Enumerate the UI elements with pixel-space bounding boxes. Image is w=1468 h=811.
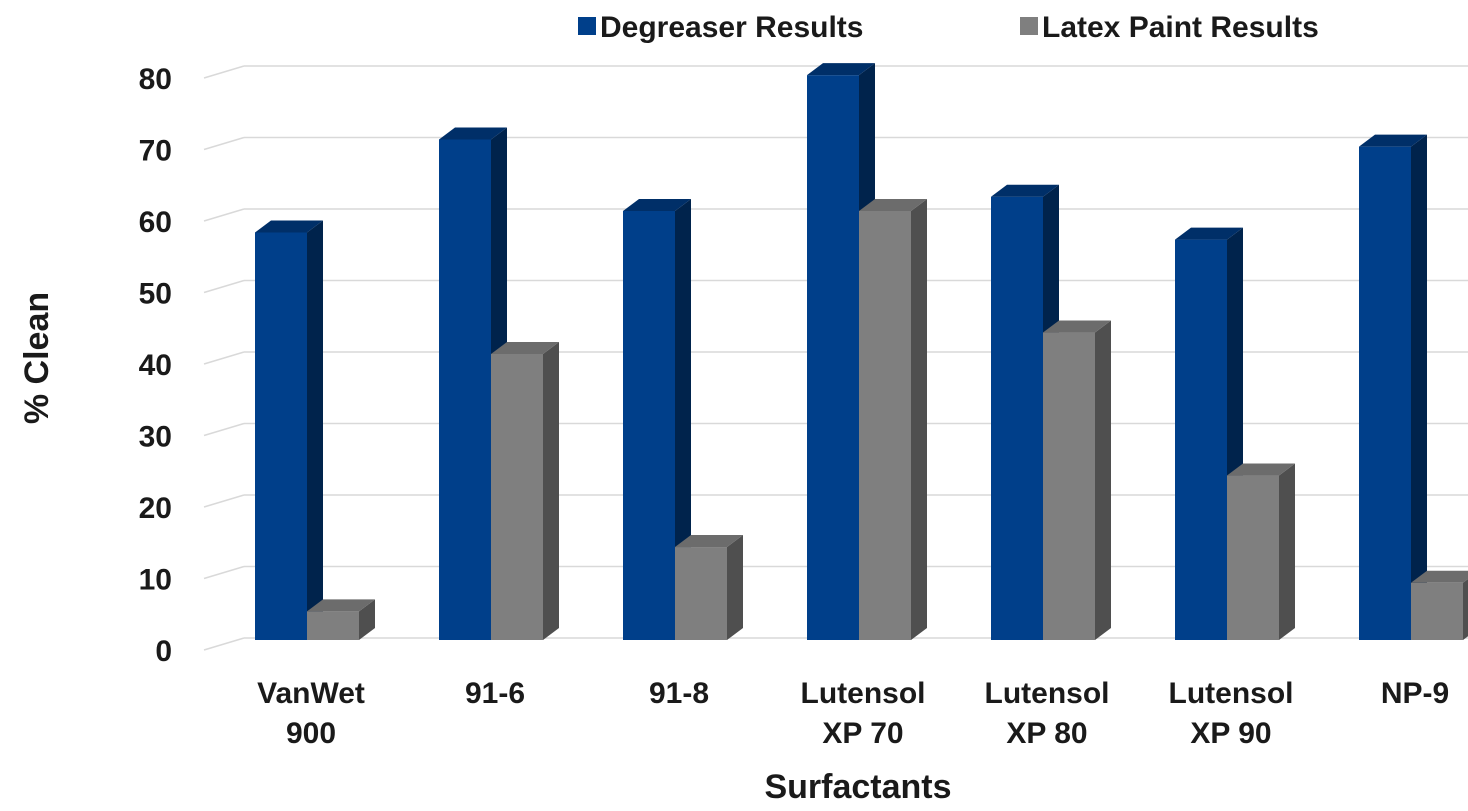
bar-front <box>307 611 359 640</box>
legend: Degreaser Results Latex Paint Results <box>578 11 1319 44</box>
bar-front <box>491 354 543 640</box>
bar-side <box>911 199 927 640</box>
bar-latex-paint <box>1043 320 1111 640</box>
bar-latex-paint <box>491 342 559 640</box>
bar-degreaser <box>623 199 691 640</box>
bar-front <box>1227 475 1279 640</box>
y-axis-ticks: 0 10 20 30 40 50 60 70 80 <box>139 63 172 668</box>
x-category-label: 91-8 <box>649 677 709 710</box>
legend-label: Degreaser Results <box>600 11 863 44</box>
bar-side <box>1095 320 1111 640</box>
x-category-label: NP-9 <box>1381 677 1449 710</box>
bar-side <box>307 220 323 640</box>
grid-diagonal <box>203 136 245 151</box>
grid-diagonal <box>203 65 245 79</box>
bar-top <box>623 199 691 211</box>
bar-front <box>255 232 307 640</box>
bar-top <box>1175 227 1243 240</box>
y-tick-label: 40 <box>139 349 172 382</box>
bar-top <box>1227 463 1295 476</box>
bar-top <box>307 599 375 612</box>
y-tick-label: 30 <box>139 421 172 454</box>
bar-side <box>359 599 375 640</box>
bar-top <box>807 63 875 76</box>
bar-front <box>1359 146 1411 640</box>
y-tick-label: 0 <box>155 635 172 668</box>
y-tick-label: 50 <box>139 278 172 311</box>
legend-item-latex-paint: Latex Paint Results <box>1020 11 1319 44</box>
bar-side <box>727 535 743 640</box>
bar-side <box>543 342 559 640</box>
bar-front <box>1043 332 1095 640</box>
y-tick-label: 80 <box>139 63 172 96</box>
bar-front <box>991 196 1043 640</box>
bar-front <box>675 547 727 640</box>
y-tick-label: 70 <box>139 135 172 168</box>
bar-top <box>1359 134 1427 147</box>
bar-front <box>1175 239 1227 640</box>
bar-front <box>807 75 859 640</box>
bar-top <box>991 184 1059 197</box>
bar-front <box>439 139 491 640</box>
x-category-label: VanWet 900 <box>257 677 365 750</box>
bar-top <box>1411 570 1468 583</box>
bar-top <box>675 535 743 548</box>
y-tick-label: 20 <box>139 492 172 525</box>
x-category-label: Lutensol XP 70 <box>801 677 926 750</box>
y-tick-label: 10 <box>139 564 172 597</box>
bar-side <box>1411 134 1427 640</box>
x-category-label: 91-6 <box>465 677 525 710</box>
bar-top <box>859 199 927 211</box>
x-category-label: Lutensol XP 80 <box>985 677 1110 750</box>
grid-diagonal <box>203 422 245 437</box>
bar-degreaser <box>255 220 323 640</box>
bar-latex-paint <box>307 599 375 640</box>
bar-latex-paint <box>675 535 743 640</box>
x-axis-title: Surfactants <box>764 768 951 806</box>
bar-side <box>1279 463 1295 640</box>
bar-latex-paint <box>1411 570 1468 640</box>
grid-diagonal <box>203 279 245 294</box>
grid-diagonal <box>203 351 245 365</box>
bar-top <box>491 342 559 354</box>
legend-label: Latex Paint Results <box>1042 11 1319 44</box>
bar-front <box>623 211 675 640</box>
bar-degreaser <box>1359 134 1427 640</box>
legend-swatch <box>578 17 596 35</box>
grid-diagonal <box>203 637 245 651</box>
bar-top <box>1043 320 1111 333</box>
grid-diagonal <box>203 565 245 580</box>
legend-swatch <box>1020 17 1038 35</box>
bar-side <box>1463 579 1468 640</box>
x-axis-categories: VanWet 900 91-6 91-8 Lutensol XP 70 Lutensol XP… <box>257 677 1449 750</box>
bar-top <box>255 220 323 233</box>
bar-top <box>439 127 507 140</box>
x-category-label: Lutensol XP 90 <box>1169 677 1294 750</box>
bar-side <box>675 199 691 640</box>
grid-diagonal <box>203 208 245 222</box>
bar-latex-paint <box>859 199 927 640</box>
bar-latex-paint <box>1227 463 1295 640</box>
legend-item-degreaser: Degreaser Results <box>578 11 863 44</box>
bar-front <box>859 211 911 640</box>
bar-front <box>1411 582 1463 640</box>
y-axis-title: % Clean <box>18 292 56 424</box>
y-tick-label: 60 <box>139 206 172 239</box>
grid-diagonal <box>203 494 245 508</box>
bars <box>255 63 1468 640</box>
